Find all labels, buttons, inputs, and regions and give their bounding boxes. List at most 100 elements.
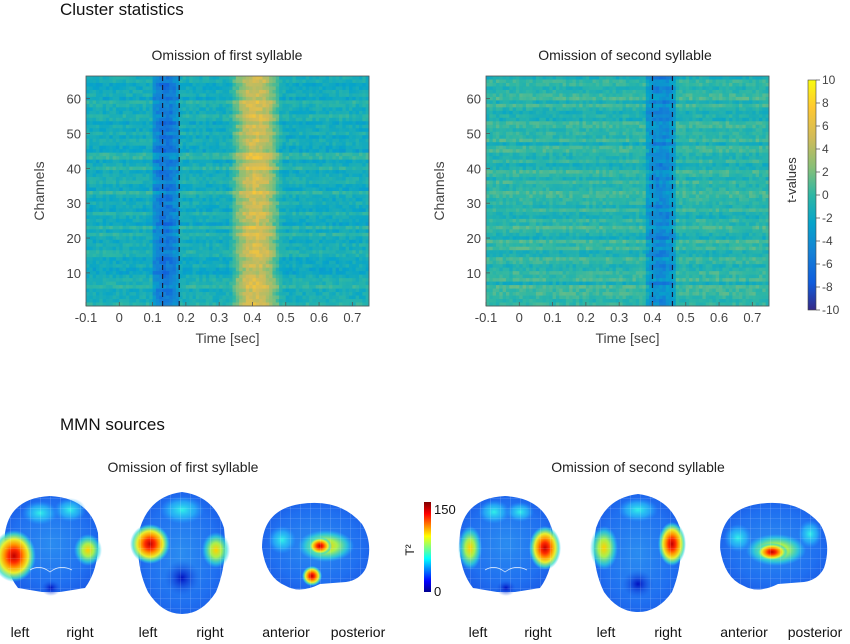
heatmap-cell	[335, 96, 340, 101]
heatmap-cell	[289, 257, 293, 262]
heatmap-cell	[212, 187, 217, 192]
heatmap-cell	[102, 103, 107, 108]
heatmap-cell	[282, 79, 287, 84]
heatmap-cell	[279, 124, 283, 129]
heatmap-cell	[245, 117, 250, 122]
heatmap-cell	[269, 93, 273, 98]
heatmap-cell	[255, 103, 260, 108]
heatmap-cell	[342, 184, 347, 188]
heatmap-cell	[279, 103, 283, 108]
heatmap-cell	[155, 86, 160, 91]
heatmap-cell	[259, 208, 263, 213]
heatmap-cell	[265, 138, 270, 143]
heatmap-cell	[119, 267, 124, 272]
heatmap-cell	[359, 177, 363, 181]
heatmap-cell	[202, 173, 207, 178]
heatmap-cell	[289, 76, 293, 80]
heatmap-cell	[289, 246, 293, 251]
heatmap-cell	[109, 124, 114, 129]
heatmap-cell	[362, 110, 367, 115]
heatmap-cell	[86, 267, 90, 272]
heatmap-cell	[235, 191, 240, 195]
heatmap-cell	[255, 166, 260, 171]
heatmap-cell	[149, 194, 153, 199]
heatmap-cell	[269, 267, 273, 272]
heatmap-cell	[182, 250, 187, 255]
heatmap-cell	[235, 229, 240, 234]
heatmap-cell	[145, 156, 150, 161]
heatmap-cell	[239, 197, 243, 202]
heatmap-cell	[165, 135, 170, 140]
heatmap-cell	[272, 100, 277, 105]
heatmap-cell	[202, 215, 207, 220]
heatmap-cell	[292, 197, 297, 202]
heatmap-cell	[145, 229, 150, 234]
heatmap-cell	[205, 89, 210, 94]
heatmap-cell	[159, 271, 163, 276]
heatmap-cell	[292, 131, 297, 136]
heatmap-cell	[199, 163, 203, 167]
heatmap-cell	[309, 117, 313, 122]
heatmap-cell	[172, 103, 177, 108]
heatmap-cell	[102, 93, 107, 98]
heatmap-cell	[212, 218, 217, 223]
heatmap-cell	[155, 145, 160, 150]
heatmap-cell	[145, 187, 150, 192]
heatmap-cell	[319, 103, 323, 108]
heatmap-cell	[115, 114, 120, 119]
heatmap-cell	[202, 138, 207, 143]
heatmap-cell	[335, 274, 340, 279]
heatmap-cell	[312, 114, 317, 119]
heatmap-cell	[155, 243, 160, 248]
heatmap-cell	[152, 107, 157, 112]
heatmap-cell	[135, 117, 140, 122]
heatmap-cell	[359, 250, 363, 255]
heatmap-cell	[92, 243, 97, 248]
heatmap-cell	[242, 180, 247, 185]
heatmap-cell	[229, 180, 233, 185]
heatmap-cell	[239, 232, 243, 237]
heatmap-cell	[349, 239, 353, 244]
heatmap-cell	[122, 197, 127, 202]
heatmap-cell	[92, 267, 97, 272]
heatmap-cell	[239, 128, 243, 133]
heatmap-cell	[225, 156, 230, 161]
heatmap-cell	[205, 187, 210, 192]
heatmap-cell	[299, 187, 303, 192]
heatmap-cell	[359, 152, 363, 157]
heatmap-cell	[119, 191, 124, 195]
heatmap-cell	[95, 271, 100, 276]
heatmap-cell	[109, 114, 114, 119]
heatmap-cell	[259, 170, 263, 174]
heatmap-cell	[185, 222, 190, 227]
heatmap-cell	[255, 79, 260, 84]
heatmap-cell	[205, 194, 210, 199]
heatmap-cell	[269, 166, 273, 171]
heatmap-cell	[185, 93, 190, 98]
heatmap-cell	[259, 156, 263, 161]
heatmap-cell	[355, 222, 360, 227]
heatmap-cell	[155, 152, 160, 157]
heatmap-cell	[282, 239, 287, 244]
heatmap-cell	[125, 145, 130, 150]
heatmap-cell	[95, 79, 100, 84]
heatmap-cell	[135, 253, 140, 258]
heatmap-cell	[322, 128, 327, 133]
heatmap-cell	[139, 225, 143, 230]
heatmap-cell	[222, 250, 227, 255]
heatmap-cell	[332, 100, 337, 105]
heatmap-cell	[259, 271, 263, 276]
heatmap-cell	[182, 156, 187, 161]
heatmap-cell	[135, 89, 140, 94]
heatmap-cell	[239, 215, 243, 220]
heatmap-cell	[192, 208, 197, 213]
heatmap-cell	[129, 211, 134, 216]
heatmap-cell	[169, 149, 173, 154]
heatmap-cell	[89, 177, 94, 181]
heatmap-cell	[352, 93, 357, 98]
heatmap-cell	[335, 166, 340, 171]
heatmap-cell	[319, 170, 323, 174]
heatmap-cell	[329, 96, 333, 101]
heatmap-cell	[289, 211, 293, 216]
heatmap-cell	[175, 128, 180, 133]
